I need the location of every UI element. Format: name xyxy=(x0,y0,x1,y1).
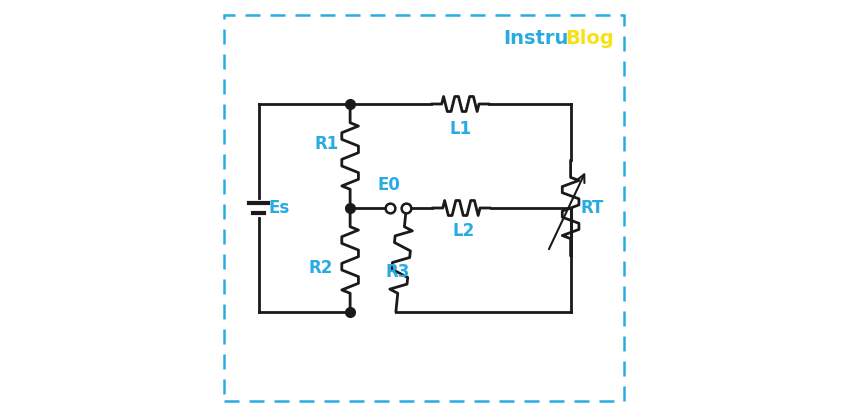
Text: Instru: Instru xyxy=(503,29,569,48)
Text: L2: L2 xyxy=(452,222,474,240)
Text: E0: E0 xyxy=(377,176,400,194)
Text: RT: RT xyxy=(581,199,604,217)
Text: R1: R1 xyxy=(314,134,339,153)
Text: R2: R2 xyxy=(309,259,333,277)
Text: R3: R3 xyxy=(386,263,410,282)
Text: L1: L1 xyxy=(450,120,472,138)
Text: Blog: Blog xyxy=(565,29,615,48)
Text: Es: Es xyxy=(269,199,290,217)
